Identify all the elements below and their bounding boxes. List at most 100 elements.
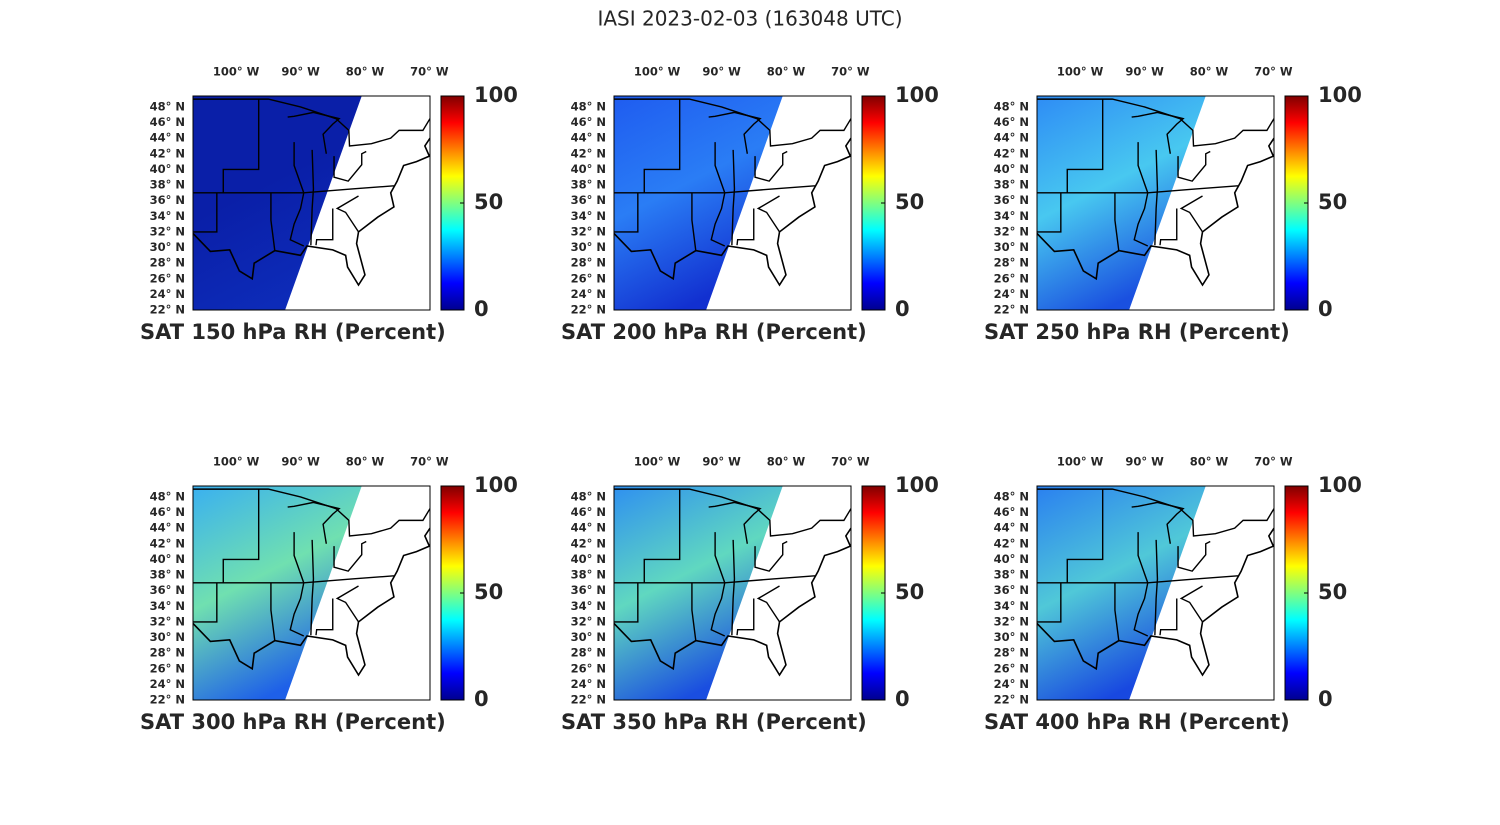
state-border [287, 501, 341, 544]
state-border [1159, 598, 1178, 636]
map-frame [613, 95, 852, 311]
coastline [193, 527, 430, 677]
state-border [1179, 195, 1204, 233]
lat-tick-label: 38° N [571, 178, 606, 192]
lat-tick-label: 26° N [150, 661, 185, 675]
satellite-swath [193, 96, 362, 310]
lat-tick-label: 46° N [571, 505, 606, 519]
panel-title: SAT 350 hPa RH (Percent) [561, 710, 867, 734]
state-border [708, 111, 762, 154]
lat-tick-label: 28° N [994, 256, 1029, 270]
lat-tick-label: 38° N [994, 568, 1029, 582]
lat-tick-label: 40° N [150, 162, 185, 176]
panel-title: SAT 400 hPa RH (Percent) [984, 710, 1290, 734]
coastline [614, 527, 851, 677]
state-border [614, 192, 639, 233]
state-border [710, 142, 726, 247]
lat-tick-label: 24° N [571, 287, 606, 301]
lat-tick-label: 26° N [994, 271, 1029, 285]
lat-tick-label: 48° N [994, 99, 1029, 113]
lat-tick-label: 36° N [571, 583, 606, 597]
state-border [333, 540, 367, 572]
lon-tick-label: 70° W [410, 455, 449, 469]
lat-tick-label: 30° N [994, 630, 1029, 644]
state-border [1154, 149, 1159, 246]
map-frame [613, 485, 852, 701]
state-border [1179, 585, 1204, 623]
panel-title: SAT 250 hPa RH (Percent) [984, 320, 1290, 344]
state-border [614, 488, 851, 537]
map-panel: 100° W 90° W 80° W 70° W 22° N 24° N 26° N28° … [140, 455, 518, 735]
lat-tick-label: 46° N [571, 115, 606, 129]
state-border [310, 539, 315, 636]
state-border [1037, 98, 1274, 147]
lat-tick-label: 48° N [150, 99, 185, 113]
lat-tick-label: 48° N [571, 489, 606, 503]
lat-tick-label: 38° N [150, 568, 185, 582]
lat-tick-label: 28° N [571, 256, 606, 270]
lat-tick-label: 26° N [571, 271, 606, 285]
state-border [691, 192, 697, 251]
lat-tick-label: 32° N [994, 224, 1029, 238]
lat-tick-label: 40° N [571, 162, 606, 176]
lon-tick-label: 80° W [1190, 65, 1229, 79]
state-border [310, 149, 315, 246]
state-border [1066, 99, 1104, 193]
state-border [736, 208, 755, 246]
colorbar-tick-label: 0 [895, 297, 910, 321]
state-border [1037, 582, 1062, 623]
lat-tick-label: 22° N [994, 303, 1029, 317]
lat-tick-label: 44° N [994, 521, 1029, 535]
lat-tick-label: 34° N [150, 209, 185, 223]
lat-tick-label: 36° N [571, 193, 606, 207]
colorbar-tick-label: 0 [474, 687, 489, 711]
lat-tick-label: 28° N [994, 646, 1029, 660]
state-border [1159, 208, 1178, 246]
satellite-swath [1037, 96, 1206, 310]
lat-tick-label: 36° N [150, 193, 185, 207]
lon-tick-label: 80° W [346, 65, 385, 79]
lat-tick-label: 44° N [994, 131, 1029, 145]
lon-tick-label: 90° W [1125, 65, 1164, 79]
lat-tick-label: 40° N [994, 162, 1029, 176]
state-border [315, 598, 334, 636]
state-border [315, 208, 334, 246]
map-panel: 100° W 90° W 80° W 70° W 22° N 24° N 26° N28° … [140, 65, 518, 345]
lat-tick-label: 44° N [571, 521, 606, 535]
lat-tick-label: 36° N [994, 193, 1029, 207]
map-frame [1036, 95, 1275, 311]
lat-tick-label: 46° N [150, 505, 185, 519]
lon-tick-label: 90° W [281, 455, 320, 469]
lat-tick-label: 38° N [571, 568, 606, 582]
lat-tick-label: 26° N [571, 661, 606, 675]
state-border [1114, 192, 1120, 251]
colorbar-tick-label: 50 [474, 190, 503, 214]
lon-tick-label: 100° W [213, 455, 260, 469]
colorbar-tick-label: 100 [895, 473, 939, 497]
state-border [1154, 539, 1159, 636]
lon-tick-label: 80° W [767, 455, 806, 469]
lon-tick-label: 70° W [410, 65, 449, 79]
state-border [1037, 488, 1274, 537]
lat-tick-label: 28° N [150, 256, 185, 270]
state-border [756, 195, 781, 233]
state-border [731, 539, 736, 636]
panel-title: SAT 200 hPa RH (Percent) [561, 320, 867, 344]
map-frame [192, 485, 431, 701]
lat-tick-label: 34° N [571, 209, 606, 223]
state-border [270, 582, 276, 641]
lon-tick-label: 80° W [767, 65, 806, 79]
lat-tick-label: 32° N [994, 614, 1029, 628]
lat-tick-label: 42° N [150, 146, 185, 160]
lon-tick-label: 80° W [346, 455, 385, 469]
colorbar-tick-label: 100 [895, 83, 939, 107]
lat-tick-label: 44° N [150, 131, 185, 145]
lat-tick-label: 24° N [571, 677, 606, 691]
state-border [708, 501, 762, 544]
satellite-swath [1037, 486, 1206, 700]
lat-tick-label: 46° N [150, 115, 185, 129]
coastline [1037, 527, 1274, 677]
lat-tick-label: 44° N [571, 131, 606, 145]
lat-tick-label: 38° N [150, 178, 185, 192]
